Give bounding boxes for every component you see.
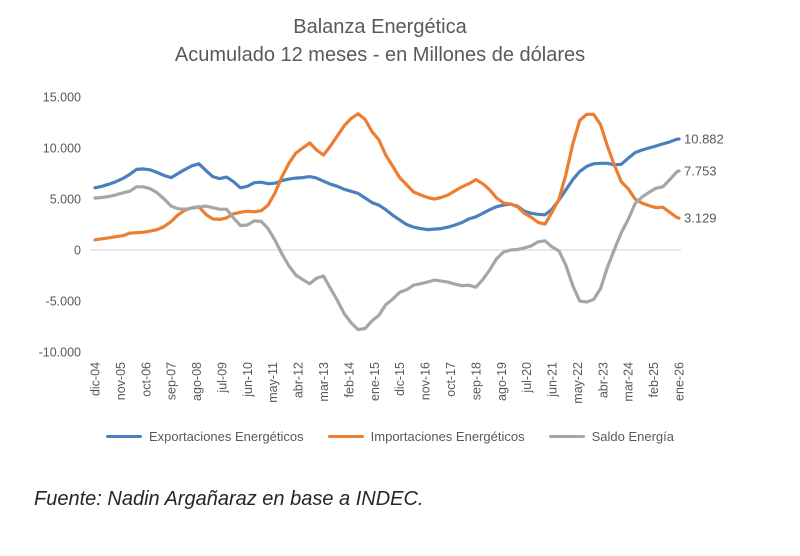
y-axis-tick-label: -10.000 <box>39 346 81 360</box>
x-axis-tick-label: jun-10 <box>241 362 255 398</box>
x-axis-tick-label: ene-26 <box>673 362 687 401</box>
x-axis-tick-label: nov-05 <box>114 362 128 400</box>
x-axis-tick-label: ago-08 <box>190 362 204 401</box>
chart-title-line1: Balanza Energética <box>293 16 467 38</box>
legend-swatch-1 <box>327 434 364 439</box>
x-axis-tick-label: feb-25 <box>647 362 661 397</box>
series-end-label-1: 3.129 <box>684 211 717 226</box>
series-line-0 <box>93 137 681 232</box>
legend: Exportaciones Energéticos Importaciones E… <box>0 429 780 444</box>
legend-label-1: Importaciones Energéticos <box>370 429 525 444</box>
legend-item-2: Saldo Energía <box>548 429 674 444</box>
source-note: Fuente: Nadin Argañaraz en base a INDEC. <box>34 488 424 510</box>
series-line-1 <box>93 112 681 242</box>
x-axis-tick-label: may-22 <box>571 362 585 404</box>
legend-swatch-0 <box>106 434 142 439</box>
x-axis-tick-label: sep-07 <box>165 362 179 400</box>
series-end-label-2: 7.753 <box>684 163 717 178</box>
x-axis-tick-label: jul-20 <box>520 362 534 394</box>
x-axis-tick-label: oct-17 <box>444 362 458 397</box>
series-end-label-0: 10.882 <box>684 132 724 147</box>
chart-title: Balanza Energética Acumulado 12 meses - … <box>0 13 760 69</box>
legend-item-0: Exportaciones Energéticos <box>106 429 304 444</box>
x-axis-tick-label: dic-04 <box>89 362 103 396</box>
x-axis-tick-label: may-11 <box>266 362 280 403</box>
y-axis-tick-label: 5.000 <box>50 193 81 207</box>
legend-swatch-2 <box>548 434 585 439</box>
y-axis-tick-label: -5.000 <box>46 295 81 309</box>
y-axis-tick-label: 0 <box>74 244 81 258</box>
x-axis-tick-label: jul-09 <box>216 362 230 394</box>
legend-item-1: Importaciones Energéticos <box>327 429 525 444</box>
legend-label-0: Exportaciones Energéticos <box>149 429 304 444</box>
x-axis-tick-label: nov-16 <box>419 362 433 400</box>
chart-title-line2: Acumulado 12 meses - en Millones de dóla… <box>174 44 586 66</box>
y-axis-tick-label: 10.000 <box>43 142 81 156</box>
x-axis-tick-label: ene-15 <box>368 362 382 401</box>
x-axis-tick-label: mar-13 <box>317 362 331 402</box>
series-line-2 <box>93 169 681 332</box>
legend-label-2: Saldo Energía <box>591 429 674 444</box>
x-axis-tick-label: oct-06 <box>139 362 153 397</box>
x-axis-tick-label: sep-18 <box>469 362 483 400</box>
x-axis-tick-label: dic-15 <box>393 362 407 396</box>
x-axis-tick-label: feb-14 <box>342 362 356 397</box>
plot-svg: 15.000 10.000 5.000 0 -5.000 -10.000 dic-04 nov… <box>39 91 724 404</box>
x-axis-tick-label: abr-23 <box>596 362 610 398</box>
x-axis-tick-label: abr-12 <box>292 362 306 398</box>
y-axis-tick-label: 15.000 <box>43 91 81 105</box>
x-axis-tick-label: jun-21 <box>546 362 560 398</box>
x-axis-tick-label: ago-19 <box>495 362 509 401</box>
x-axis-tick-label: mar-24 <box>622 362 636 402</box>
